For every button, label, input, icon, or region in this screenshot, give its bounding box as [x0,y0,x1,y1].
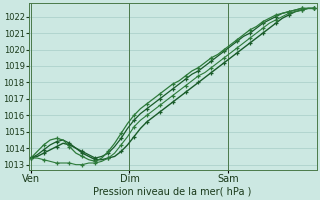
X-axis label: Pression niveau de la mer( hPa ): Pression niveau de la mer( hPa ) [93,187,252,197]
